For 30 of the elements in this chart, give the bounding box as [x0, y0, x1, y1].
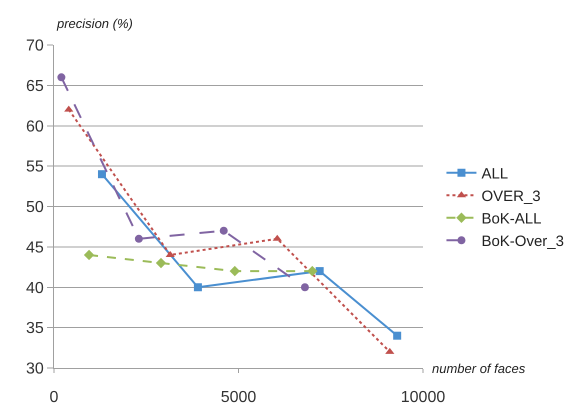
y-tick-label: 55	[26, 158, 44, 176]
y-axis-title: precision (%)	[56, 16, 133, 31]
legend-label: ALL	[481, 166, 508, 183]
legend-label: BoK-ALL	[481, 210, 542, 228]
x-tick-label: 0	[50, 389, 59, 406]
point	[57, 73, 66, 82]
x-tick-label: 5000	[220, 389, 256, 406]
x-tick-label: 10000	[400, 389, 446, 406]
y-tick-label: 35	[26, 320, 44, 338]
y-tick-label: 65	[26, 78, 44, 95]
point	[84, 250, 94, 260]
point	[156, 258, 166, 268]
point	[98, 170, 106, 178]
y-tick-label: 50	[26, 199, 44, 216]
point	[393, 332, 402, 340]
x-axis-title: number of faces	[432, 361, 526, 376]
y-tick-label: 70	[26, 38, 44, 55]
point	[316, 267, 324, 276]
legend-label: BoK-Over_3	[481, 233, 564, 250]
point	[134, 234, 143, 243]
y-tick-label: 60	[26, 118, 44, 136]
point	[220, 226, 228, 235]
y-tick-label: 40	[26, 280, 44, 297]
point	[300, 283, 309, 292]
point	[307, 266, 318, 276]
y-tick-label: 45	[26, 239, 44, 256]
point	[230, 266, 240, 276]
legend-label: OVER_3	[481, 188, 541, 206]
point	[194, 283, 202, 292]
y-tick-label: 30	[26, 360, 44, 378]
